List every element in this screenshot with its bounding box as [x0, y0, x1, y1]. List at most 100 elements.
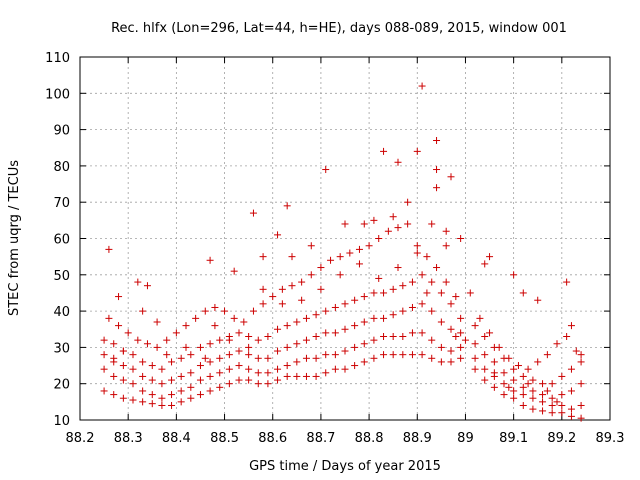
data-point	[302, 314, 310, 322]
data-point	[196, 391, 204, 399]
data-point	[548, 380, 556, 388]
data-point	[331, 365, 339, 373]
data-point	[119, 362, 127, 370]
data-point	[187, 383, 195, 391]
data-point	[399, 282, 407, 290]
y-tick-label: 50	[53, 269, 70, 284]
data-point	[307, 242, 315, 250]
data-point	[433, 264, 441, 272]
data-point	[211, 303, 219, 311]
data-point	[437, 343, 445, 351]
data-point	[370, 336, 378, 344]
data-point	[283, 322, 291, 330]
data-point	[370, 216, 378, 224]
data-point	[567, 405, 575, 413]
data-point	[413, 147, 421, 155]
data-point	[206, 372, 214, 380]
data-point	[206, 340, 214, 348]
data-point	[490, 383, 498, 391]
data-point	[404, 198, 412, 206]
data-point	[100, 336, 108, 344]
data-point	[370, 314, 378, 322]
data-point	[148, 376, 156, 384]
data-point	[235, 362, 243, 370]
data-point	[312, 311, 320, 319]
data-point	[148, 362, 156, 370]
data-point	[447, 173, 455, 181]
data-point	[341, 220, 349, 228]
data-point	[129, 351, 137, 359]
data-point	[553, 398, 561, 406]
data-point	[437, 289, 445, 297]
data-point	[177, 372, 185, 380]
data-point	[259, 285, 267, 293]
data-point	[312, 333, 320, 341]
data-point	[168, 401, 176, 409]
data-point	[428, 336, 436, 344]
x-tick-label: 89.2	[547, 431, 576, 446]
data-point	[119, 394, 127, 402]
data-point	[519, 289, 527, 297]
data-point	[235, 376, 243, 384]
data-point	[216, 383, 224, 391]
data-point	[341, 300, 349, 308]
data-point	[288, 253, 296, 261]
data-point	[452, 333, 460, 341]
data-point	[124, 329, 132, 337]
data-point	[433, 184, 441, 192]
data-point	[341, 347, 349, 355]
data-point	[380, 333, 388, 341]
data-point	[196, 376, 204, 384]
data-point	[187, 351, 195, 359]
data-point	[259, 253, 267, 261]
y-tick-label: 40	[53, 305, 70, 320]
x-tick-label: 88.3	[114, 431, 143, 446]
data-point	[558, 391, 566, 399]
data-point	[264, 380, 272, 388]
data-point	[563, 333, 571, 341]
data-point	[423, 289, 431, 297]
data-point	[577, 358, 585, 366]
data-point	[100, 365, 108, 373]
data-point	[394, 264, 402, 272]
data-point	[177, 354, 185, 362]
data-point	[351, 343, 359, 351]
data-point	[529, 405, 537, 413]
x-tick-label: 88.4	[162, 431, 191, 446]
data-point	[119, 347, 127, 355]
data-point	[442, 227, 450, 235]
data-point	[163, 351, 171, 359]
data-point	[476, 314, 484, 322]
data-point	[452, 293, 460, 301]
data-point	[201, 354, 209, 362]
data-point	[428, 220, 436, 228]
data-point	[380, 314, 388, 322]
data-point	[283, 372, 291, 380]
data-point	[283, 343, 291, 351]
data-point	[206, 387, 214, 395]
data-point	[380, 289, 388, 297]
data-point	[389, 351, 397, 359]
data-point	[143, 340, 151, 348]
data-point	[486, 329, 494, 337]
data-point	[230, 267, 238, 275]
data-point	[225, 351, 233, 359]
data-point	[360, 358, 368, 366]
y-tick-label: 90	[53, 124, 70, 139]
data-point	[360, 340, 368, 348]
x-tick-label: 89.3	[596, 431, 625, 446]
data-point	[567, 365, 575, 373]
data-point	[245, 351, 253, 359]
data-point	[264, 333, 272, 341]
data-point	[437, 318, 445, 326]
data-point	[399, 333, 407, 341]
data-point	[322, 307, 330, 315]
data-point	[312, 372, 320, 380]
data-point	[418, 351, 426, 359]
data-point	[389, 285, 397, 293]
data-point	[495, 343, 503, 351]
data-point	[206, 358, 214, 366]
data-point	[264, 369, 272, 377]
data-point	[442, 278, 450, 286]
data-point	[105, 314, 113, 322]
